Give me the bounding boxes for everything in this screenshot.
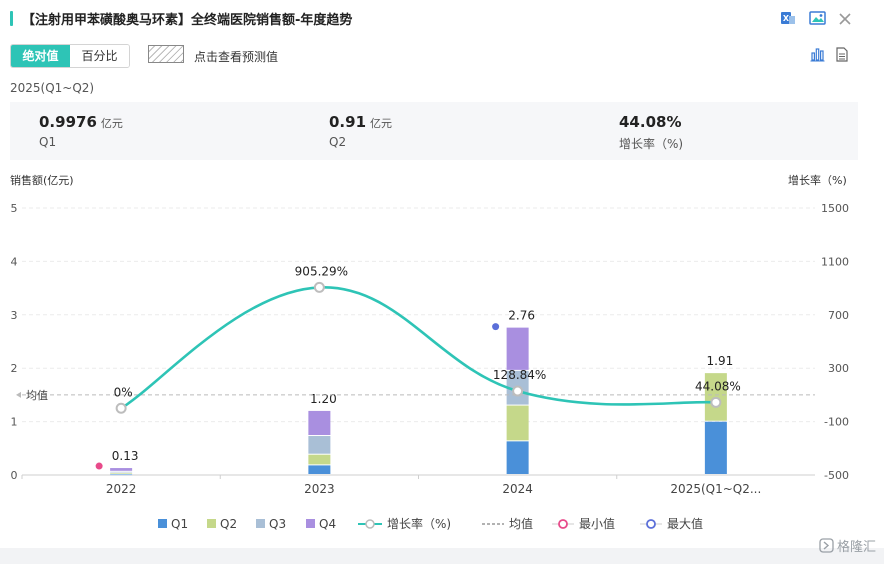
growth-rate-point — [313, 281, 325, 293]
bar-total-label: 1.91 — [707, 354, 734, 368]
bar-q3 — [308, 436, 331, 454]
y2-tick-label: 700 — [828, 309, 849, 322]
growth-rate-point — [512, 385, 524, 397]
bar-total-label: 0.13 — [112, 449, 139, 463]
stat-growth-value: 44.08% — [619, 113, 682, 131]
legend-label: Q2 — [220, 517, 237, 531]
stat-growth-label: 增长率（%) — [619, 137, 684, 151]
bar-q4 — [308, 410, 331, 436]
excel-export-icon[interactable]: X — [780, 10, 796, 30]
table-view-icon[interactable] — [835, 47, 849, 66]
bar-total-label: 1.20 — [310, 392, 337, 406]
forecast-toggle-button[interactable] — [148, 45, 184, 63]
value-mode-toggle: 绝对值 百分比 — [10, 44, 130, 68]
growth-rate-label: 128.84% — [493, 368, 546, 382]
title-bar: 【注射用甲苯磺酸奥马环素】全终端医院销售额-年度趋势 X — [0, 0, 884, 38]
bar-q2 — [110, 473, 133, 474]
y-tick-label: 5 — [11, 202, 18, 215]
y2-axis-title: 增长率（%) — [788, 174, 847, 187]
growth-rate-point — [115, 402, 127, 414]
growth-rate-label: 0% — [114, 385, 133, 399]
bar-q4 — [110, 468, 133, 471]
stat-q1: 0.9976 亿元 Q1 — [39, 112, 123, 149]
legend-label: 最小值 — [579, 516, 615, 531]
summary-panel: 0.9976 亿元 Q1 0.91 亿元 Q2 44.08% 增长率（%) — [10, 102, 858, 160]
legend-label: 最大值 — [667, 516, 703, 531]
growth-rate-line — [120, 286, 716, 410]
y-tick-label: 4 — [11, 255, 18, 268]
legend-swatch-point — [558, 519, 568, 529]
image-export-icon[interactable] — [809, 10, 826, 30]
x-tick-label: 2025(Q1~Q2... — [670, 482, 761, 496]
y-axis-title: 销售额(亿元) — [10, 174, 74, 187]
y2-tick-label: 300 — [828, 362, 849, 375]
watermark-text: 格隆汇 — [836, 540, 876, 555]
bar-q2 — [308, 454, 331, 465]
growth-rate-label: 905.29% — [295, 264, 348, 278]
watermark: 格隆汇 — [819, 536, 876, 555]
bar-q3 — [110, 471, 133, 473]
average-marker-icon — [16, 391, 21, 398]
stat-q2-label: Q2 — [329, 135, 347, 149]
stat-q2-unit: 亿元 — [370, 117, 393, 130]
growth-rate-point — [710, 396, 722, 408]
footer-strip — [0, 548, 884, 564]
y2-tick-label: 1500 — [821, 202, 849, 215]
summary-period: 2025(Q1~Q2) — [10, 81, 95, 95]
y2-tick-label: -500 — [824, 469, 849, 482]
legend-label: Q4 — [319, 517, 336, 531]
min-value-marker — [95, 462, 103, 470]
legend-swatch — [158, 519, 167, 528]
bar-q1 — [110, 474, 133, 476]
forecast-label[interactable]: 点击查看预测值 — [194, 50, 279, 64]
x-tick-label: 2022 — [106, 482, 137, 496]
bar-chart-icon[interactable] — [810, 47, 825, 66]
growth-rate-label: 44.08% — [695, 379, 741, 393]
max-value-marker — [492, 323, 500, 331]
svg-text:X: X — [783, 14, 790, 23]
legend-label: Q3 — [269, 517, 286, 531]
x-tick-label: 2023 — [304, 482, 335, 496]
average-label: 均值 — [26, 389, 48, 402]
close-icon[interactable] — [838, 11, 852, 30]
y-tick-label: 3 — [11, 309, 18, 322]
y-tick-label: 2 — [11, 362, 18, 375]
stat-q1-label: Q1 — [39, 135, 57, 149]
bar-q4 — [506, 327, 529, 370]
watermark-logo-icon — [819, 538, 834, 553]
bar-total-label: 2.76 — [508, 309, 535, 323]
stat-q1-value: 0.9976 — [39, 113, 97, 131]
legend-swatch-point — [365, 519, 375, 529]
stat-q2: 0.91 亿元 Q2 — [329, 112, 392, 149]
y-tick-label: 1 — [11, 416, 18, 429]
legend-label: 增长率（%) — [387, 516, 451, 531]
bar-q2 — [506, 405, 529, 441]
stat-q1-unit: 亿元 — [100, 117, 123, 130]
chart-title: 【注射用甲苯磺酸奥马环素】全终端医院销售额-年度趋势 — [22, 13, 353, 28]
legend-label: 均值 — [509, 516, 533, 531]
legend-swatch — [256, 519, 265, 528]
bar-q1 — [308, 465, 331, 474]
bar-q1 — [506, 441, 529, 474]
stat-growth: 44.08% 增长率（%) — [619, 112, 683, 152]
x-tick-label: 2024 — [502, 482, 533, 496]
tab-absolute-value[interactable]: 绝对值 — [11, 45, 70, 67]
legend-swatch-point — [646, 519, 656, 529]
tab-percentage[interactable]: 百分比 — [70, 45, 129, 67]
y-tick-label: 0 — [11, 469, 18, 482]
stat-q2-value: 0.91 — [329, 113, 367, 131]
legend-swatch — [207, 519, 216, 528]
title-accent-bar — [10, 11, 13, 26]
legend-label: Q1 — [171, 517, 188, 531]
y2-tick-label: -100 — [824, 416, 849, 429]
chart-area: 0 1 2 3 4 5 -500 -100 300 700 1100 1500 2022 2023 2024… — [11, 202, 850, 531]
y2-tick-label: 1100 — [821, 255, 849, 268]
bar-q1 — [704, 421, 727, 474]
legend-swatch — [306, 519, 315, 528]
